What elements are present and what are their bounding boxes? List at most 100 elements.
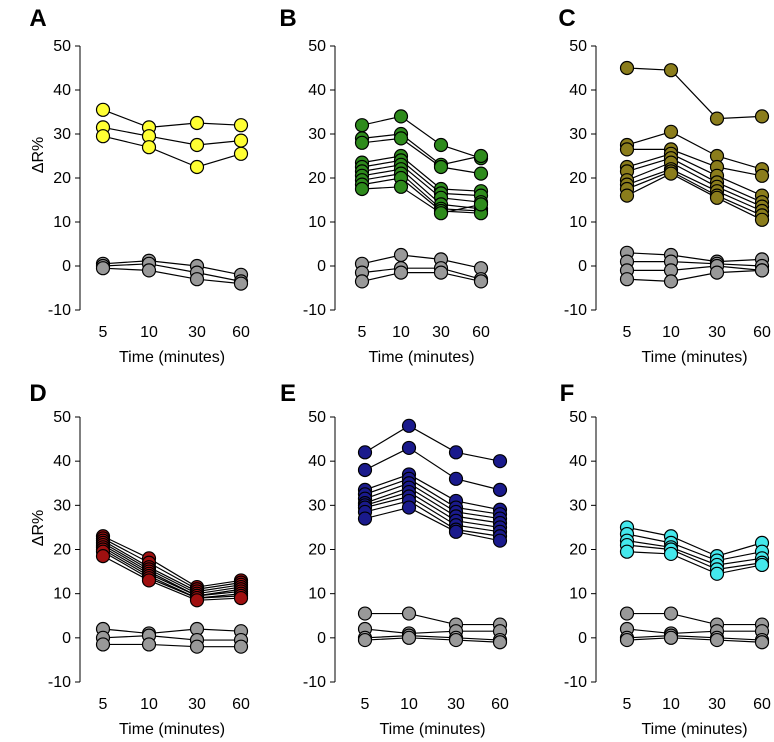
panel-d-y-tick-label: 30 (53, 497, 71, 514)
panel-b-series-b10 (354, 179, 489, 221)
panel-c-data-point (709, 190, 725, 205)
panel-f-series-k4 (619, 630, 770, 650)
panel-e-x-tick-label: 30 (447, 696, 465, 713)
panel-c-series-line (626, 252, 763, 263)
y-axis-title-top-row: ΔR% (30, 137, 47, 173)
panel-d-series-line (102, 551, 242, 599)
panel-c-data-point (619, 188, 635, 203)
panel-e-data-point (401, 418, 417, 433)
panel-e-letter: E (280, 380, 296, 407)
panel-a-data-point (95, 261, 111, 276)
panel-d-data-point (141, 637, 157, 652)
panel-c-series-line (626, 157, 763, 203)
panel-b-data-point (473, 274, 489, 289)
panel-b-x-tick-label: 60 (472, 324, 490, 341)
panel-a-y-tick-label: -10 (48, 302, 71, 319)
panel-f-data-point (663, 606, 679, 621)
panel-e-series-line (364, 491, 501, 529)
panel-c-y-tick-label: 50 (569, 38, 587, 55)
panel-b-series-b9 (354, 170, 489, 221)
panel-f-y-tick-label: 0 (578, 630, 587, 647)
panel-f-data-point (663, 546, 679, 562)
panel-b-data-point (473, 197, 489, 212)
panel-b-data-point (393, 131, 409, 146)
panel-b-series-b6 (354, 157, 489, 210)
panel-d-series-line (102, 544, 242, 597)
panel-a-x-tick-label: 10 (140, 324, 158, 341)
panel-d-data-point (233, 639, 249, 654)
panel-a-series-line (102, 267, 242, 285)
panel-b-series-line (361, 172, 482, 212)
panel-a-y-tick-label: 0 (62, 258, 71, 275)
y-axis-title-bottom-row: ΔR% (30, 510, 47, 546)
panel-e-data-point (492, 533, 508, 548)
panel-e-y-tick-label: 20 (308, 542, 326, 559)
panel-e-data-point (492, 454, 508, 469)
panel-e-y-tick-label: 0 (317, 630, 326, 647)
panel-c-x-tick-label: 30 (708, 324, 726, 341)
panel-b-letter: B (279, 5, 296, 32)
panel-d-data-point (233, 590, 249, 606)
panel-c-series-c_1 (619, 60, 770, 126)
panel-f-series-line (626, 635, 763, 641)
panel-c-data-point (663, 166, 679, 181)
panel-b-series-line (361, 186, 482, 214)
panel-d-y-tick-label: 40 (53, 453, 71, 470)
panel-b-series-b8 (354, 166, 489, 219)
panel-e-data-point (357, 445, 373, 460)
panel-f-series-line (626, 533, 763, 562)
panel-f-series-k1 (619, 606, 770, 632)
panel-a-y-tick-label: 20 (53, 170, 71, 187)
panel-a-data-point (233, 146, 249, 161)
panel-c-y-tick-label: 0 (578, 258, 587, 275)
panel-e-data-point (492, 635, 508, 650)
panel-e-series-line (364, 635, 501, 641)
panel-f-x-tick-label: 5 (623, 696, 632, 713)
panel-f-letter: F (560, 380, 575, 407)
panel-b-data-point (393, 265, 409, 280)
panel-b-x-tick-label: 30 (432, 324, 450, 341)
panel-b-data-point (393, 179, 409, 194)
panel-c-series-line (626, 153, 763, 197)
panel-b-y-tick-label: 40 (308, 82, 326, 99)
panel-f-series-f5 (619, 544, 770, 581)
panel-a-data-point (189, 272, 205, 287)
panel-e-series-k1 (357, 606, 508, 632)
panel-d-series-line (102, 535, 242, 588)
panel-e-x-axis-title: Time (minutes) (379, 721, 485, 738)
panel-b-y-tick-label: 20 (308, 170, 326, 187)
panel-e-series-line (364, 482, 501, 520)
panel-b-data-point (433, 159, 449, 175)
panel-e-series-line (364, 495, 501, 533)
panel-b-x-tick-label: 10 (392, 324, 410, 341)
panel-c-data-point (754, 263, 770, 278)
panel-c-series-c_9 (619, 166, 770, 227)
panel-b-series-line (361, 177, 482, 214)
panel-e-data-point (401, 630, 417, 645)
panel-e-data-point (357, 606, 373, 621)
panel-a-series-line (102, 263, 242, 282)
panel-c-series-line (626, 67, 763, 120)
panel-a-series-a3 (95, 129, 249, 175)
panel-d-x-tick-label: 60 (232, 696, 250, 713)
panel-a-y-tick-label: 50 (53, 38, 71, 55)
panel-b-data-point (393, 247, 409, 263)
panel-b-series-line (361, 133, 482, 166)
panel-c-series-line (626, 170, 763, 216)
panel-b-series-line (361, 164, 482, 203)
panel-c-y-tick-label: -10 (564, 302, 587, 319)
panel-b-y-tick-label: 50 (308, 38, 326, 55)
panel-c: C -10 0 10 20 30 40 50 5 10 30 60 Time (minutes) (558, 5, 771, 366)
panel-c-data-point (663, 274, 679, 289)
panel-a-series-line (102, 126, 242, 146)
panel-a-data-point (141, 140, 157, 155)
panel-d-series-d4 (95, 535, 249, 601)
panel-d-y-tick-label: 50 (53, 409, 71, 426)
panel-b-y-tick-label: 30 (308, 126, 326, 143)
panel-c-series-line (627, 265, 763, 271)
panel-f-series-line (626, 540, 763, 566)
panel-e-series-line (364, 628, 500, 635)
panel-f-y-tick-label: 30 (569, 497, 587, 514)
panel-c-y-tick-label: 10 (569, 214, 587, 231)
